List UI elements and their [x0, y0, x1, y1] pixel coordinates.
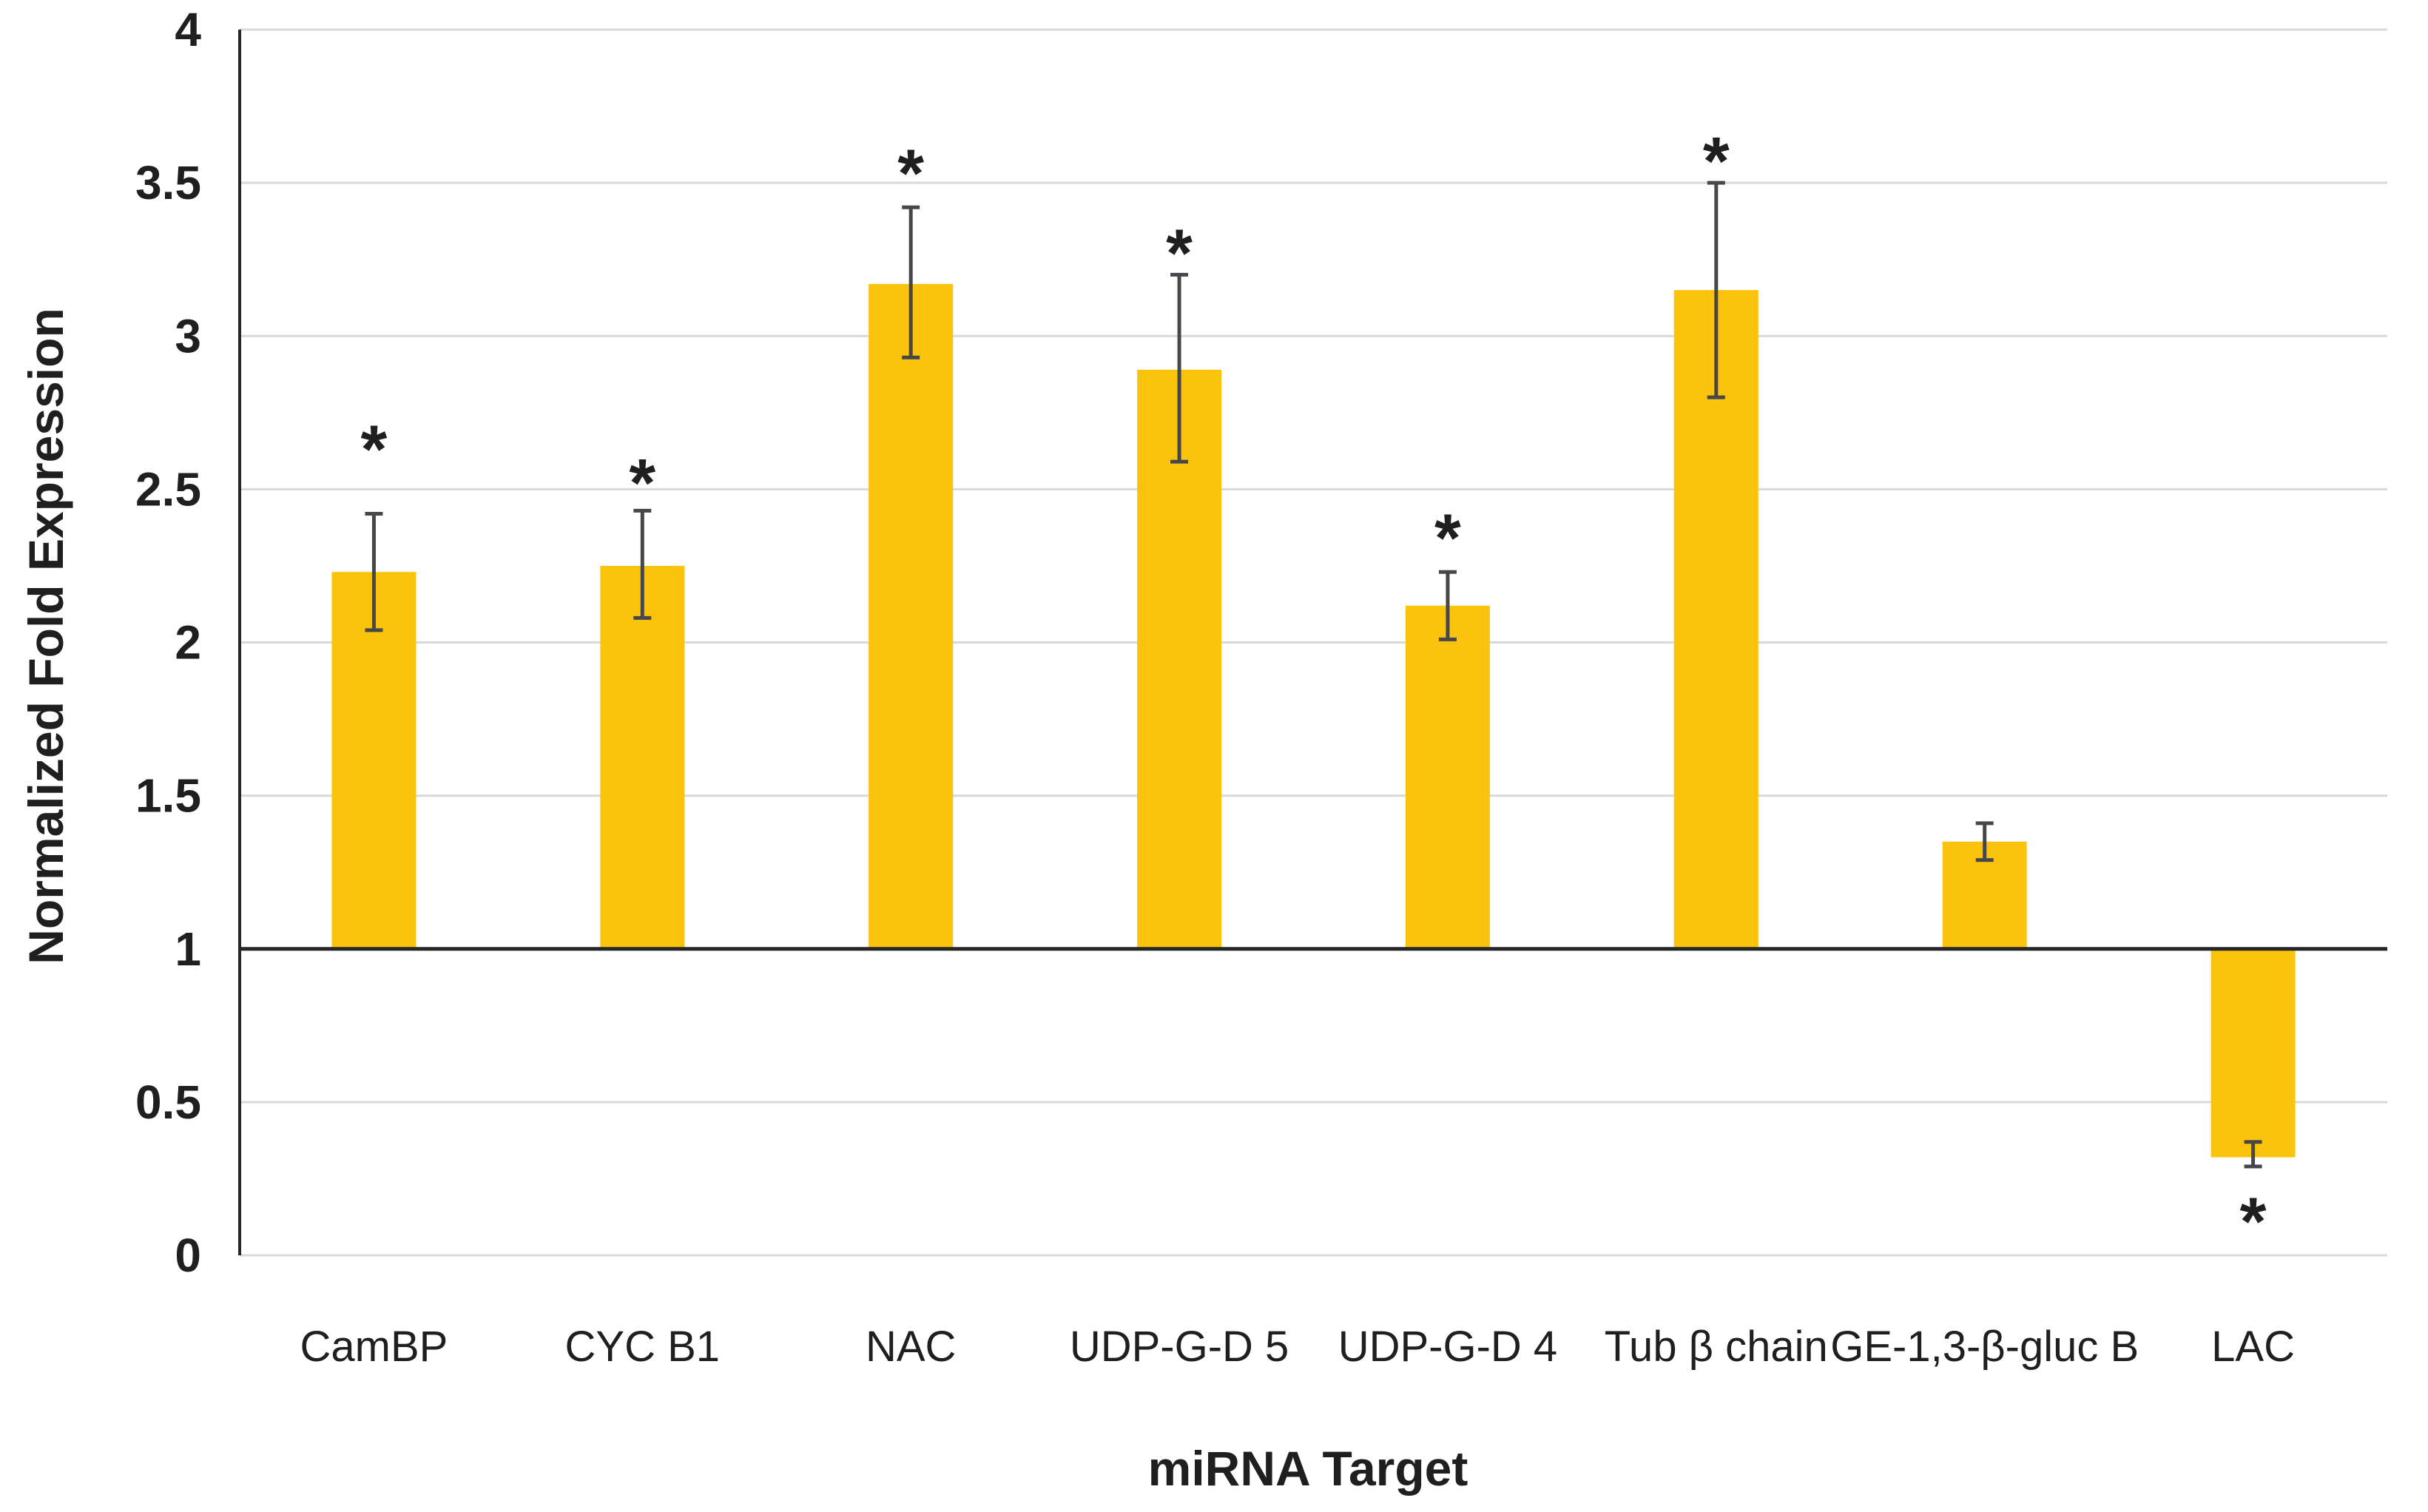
y-tick-label-2.5: 2.5 — [135, 462, 201, 516]
error-bar-NAC — [902, 205, 920, 360]
bar-UDP-G-D 4 — [1405, 605, 1490, 949]
significance-asterisk-CamBP: * — [361, 412, 388, 487]
y-tick-label-1: 1 — [175, 922, 201, 976]
x-category-label-GE-1,3-β-gluc B: GE-1,3-β-gluc B — [1830, 1323, 2139, 1371]
significance-asterisk-NAC: * — [897, 136, 924, 212]
bar-LAC — [2211, 948, 2296, 1158]
error-bar-GE-1,3-β-gluc B — [1975, 821, 1994, 863]
x-category-label-CYC B1: CYC B1 — [565, 1323, 721, 1371]
error-bar-UDP-G-D 4 — [1438, 570, 1457, 641]
x-axis-title: miRNA Target — [1147, 1441, 1468, 1496]
bar-CYC B1 — [600, 565, 685, 949]
y-axis-title: Normalized Fold Expression — [18, 308, 73, 965]
error-bar-UDP-G-D 5 — [1170, 272, 1189, 464]
significance-asterisk-UDP-G-D 5: * — [1166, 216, 1193, 291]
x-category-label-UDP-G-D 4: UDP-G-D 4 — [1338, 1323, 1557, 1371]
bar-NAC — [869, 283, 954, 949]
x-category-label-CamBP: CamBP — [300, 1323, 448, 1371]
significance-asterisk-CYC B1: * — [629, 446, 655, 522]
error-bar-CamBP — [365, 512, 383, 632]
significance-asterisk-LAC: * — [2240, 1184, 2267, 1260]
y-tick-label-2: 2 — [175, 616, 201, 669]
y-tick-label-3.5: 3.5 — [135, 156, 201, 209]
y-tick-label-1.5: 1.5 — [135, 769, 201, 823]
significance-asterisk-Tub β chain: * — [1703, 124, 1730, 200]
y-tick-label-0: 0 — [175, 1229, 201, 1282]
x-category-label-Tub β chain: Tub β chain — [1605, 1323, 1828, 1371]
y-tick-label-0.5: 0.5 — [135, 1076, 201, 1129]
significance-asterisk-UDP-G-D 4: * — [1434, 501, 1461, 576]
y-tick-label-3: 3 — [175, 309, 201, 362]
bar-Tub β chain — [1673, 290, 1758, 949]
bar-CamBP — [331, 572, 417, 949]
error-bar-LAC — [2244, 1140, 2262, 1169]
bar-UDP-G-D 5 — [1137, 369, 1222, 949]
error-bar-CYC B1 — [633, 508, 652, 620]
x-category-label-LAC: LAC — [2211, 1323, 2295, 1371]
y-tick-label-4: 4 — [175, 3, 201, 56]
x-category-label-NAC: NAC — [866, 1323, 956, 1371]
x-category-label-UDP-G-D 5: UDP-G-D 5 — [1070, 1323, 1289, 1371]
error-bar-Tub β chain — [1707, 180, 1725, 399]
